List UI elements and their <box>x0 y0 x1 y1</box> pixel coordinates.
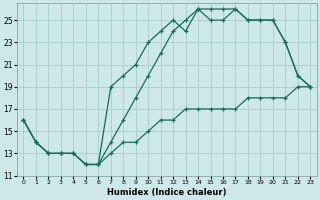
X-axis label: Humidex (Indice chaleur): Humidex (Indice chaleur) <box>107 188 227 197</box>
